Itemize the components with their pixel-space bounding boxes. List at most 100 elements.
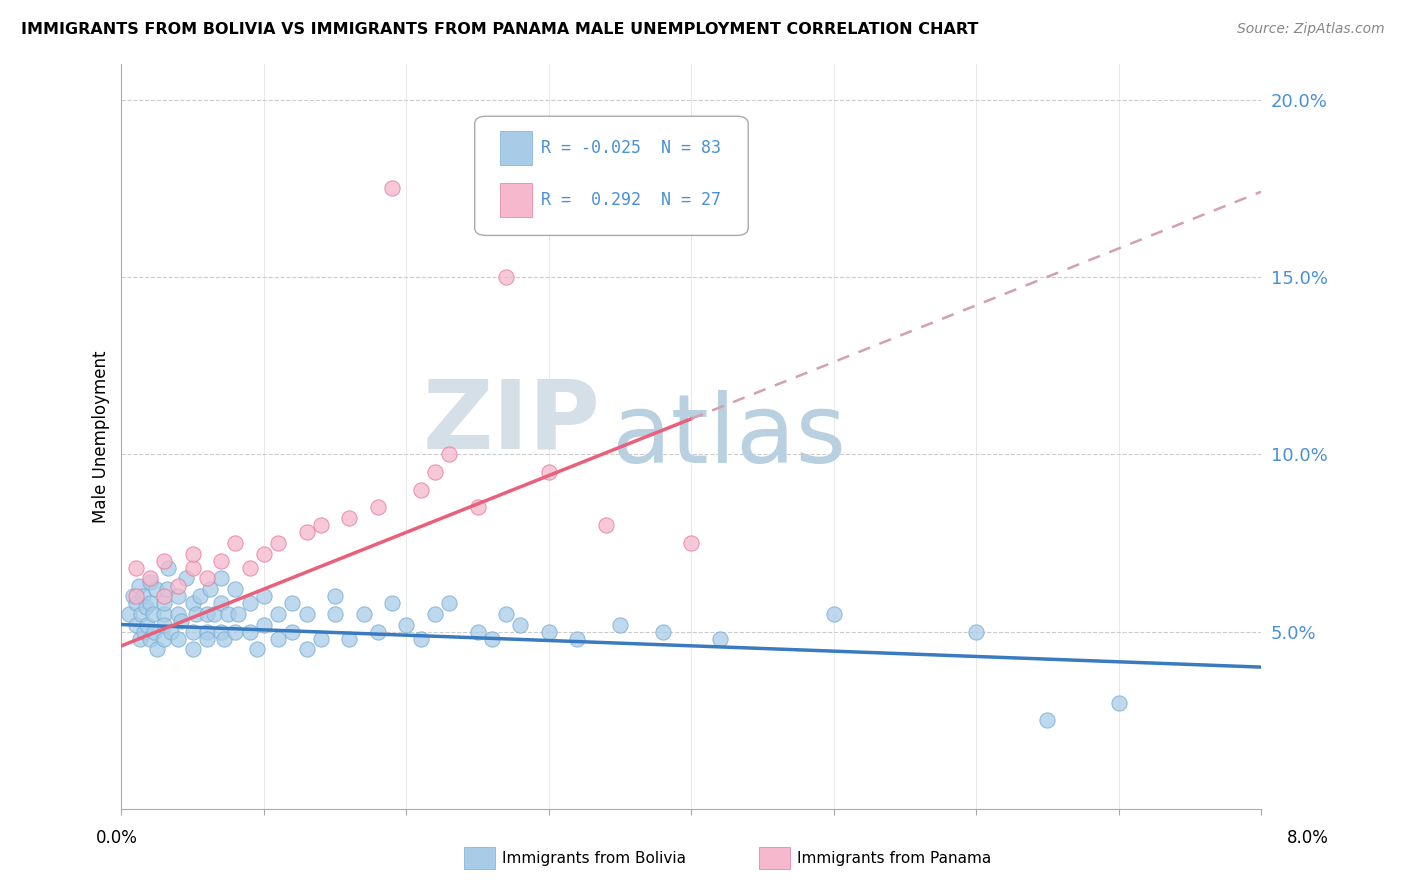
Point [125,589,148,603]
Point [209,624,232,639]
Point [381,596,404,610]
Text: atlas: atlas [612,390,846,483]
Point [295,642,318,657]
Point [142,607,165,621]
Point [153,554,176,568]
Point [246,642,269,657]
Point [224,624,246,639]
Point [153,617,176,632]
Point [965,624,987,639]
Point [125,596,148,610]
Point [134,624,156,639]
Point [253,589,276,603]
Point [117,607,139,621]
Point [437,447,460,461]
Point [146,642,169,657]
Point [323,589,346,603]
Point [681,536,703,550]
Point [224,536,246,550]
Text: ZIP: ZIP [422,376,600,468]
Text: 8.0%: 8.0% [1286,829,1329,847]
Text: Source: ZipAtlas.com: Source: ZipAtlas.com [1237,22,1385,37]
Point [267,632,290,646]
Point [281,624,304,639]
Point [181,642,204,657]
Text: IMMIGRANTS FROM BOLIVIA VS IMMIGRANTS FROM PANAMA MALE UNEMPLOYMENT CORRELATION : IMMIGRANTS FROM BOLIVIA VS IMMIGRANTS FR… [21,22,979,37]
FancyBboxPatch shape [475,116,748,235]
Point [181,596,204,610]
Point [131,607,153,621]
Point [309,518,332,533]
Point [381,181,404,195]
Point [537,465,560,479]
Point [121,589,143,603]
Text: R =  0.292  N = 27: R = 0.292 N = 27 [541,191,721,209]
Point [139,632,162,646]
Point [239,561,262,575]
Point [609,617,631,632]
Point [651,624,673,639]
Point [202,607,225,621]
Bar [499,183,531,217]
Point [209,554,232,568]
Point [267,607,290,621]
Point [467,624,489,639]
Point [509,617,531,632]
Point [367,500,389,515]
Point [125,561,148,575]
Point [145,582,167,596]
Text: Immigrants from Panama: Immigrants from Panama [797,851,991,865]
Point [295,525,318,540]
Point [153,607,176,621]
Point [239,624,262,639]
Point [136,617,159,632]
Point [267,536,290,550]
Point [1108,696,1130,710]
Point [209,571,232,585]
Point [156,582,179,596]
Point [281,596,304,610]
Point [181,561,204,575]
Point [139,571,162,585]
Point [323,607,346,621]
Point [181,624,204,639]
Point [125,617,148,632]
Point [239,596,262,610]
Point [139,574,162,589]
Point [174,571,197,585]
Point [129,632,152,646]
Point [139,596,162,610]
Point [823,607,845,621]
Point [135,599,157,614]
Point [181,547,204,561]
Point [595,518,617,533]
Point [467,500,489,515]
Point [481,632,503,646]
Point [423,465,446,479]
Point [495,607,517,621]
Point [395,617,418,632]
Point [188,589,211,603]
Point [160,624,183,639]
Point [353,607,375,621]
Text: R = -0.025  N = 83: R = -0.025 N = 83 [541,139,721,157]
Point [367,624,389,639]
Point [224,582,246,596]
Point [198,582,221,596]
Point [337,632,360,646]
Text: 0.0%: 0.0% [96,829,138,847]
Point [195,624,218,639]
Text: Immigrants from Bolivia: Immigrants from Bolivia [502,851,686,865]
Point [167,578,190,592]
Point [143,624,166,639]
Point [253,617,276,632]
Point [209,596,232,610]
Point [409,632,432,646]
Point [170,614,193,628]
Point [184,607,207,621]
Point [167,607,190,621]
Point [195,607,218,621]
Point [537,624,560,639]
Point [128,578,150,592]
Point [423,607,446,621]
